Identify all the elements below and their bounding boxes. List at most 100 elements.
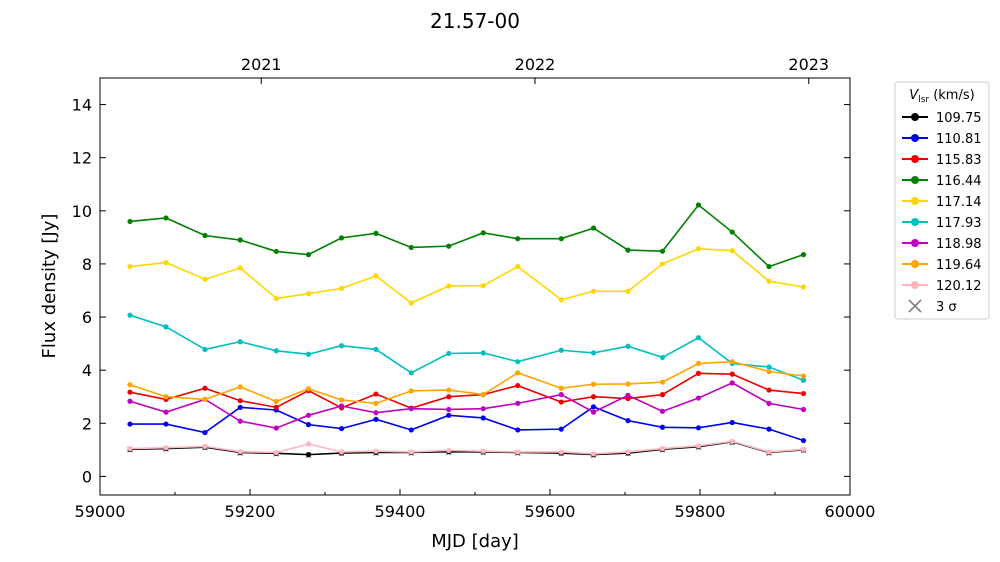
series-110.81 — [127, 404, 807, 444]
series-line — [130, 405, 804, 442]
x-tick-label: 59200 — [225, 502, 276, 521]
legend-label: 110.81 — [936, 132, 982, 147]
y-tick-label: 10 — [72, 202, 92, 221]
series-120.12 — [127, 438, 807, 457]
data-point — [515, 382, 521, 389]
y-tick-label: 4 — [82, 361, 92, 380]
series-line — [129, 247, 804, 304]
data-point — [729, 359, 735, 365]
data-point — [515, 263, 521, 270]
data-point — [305, 252, 312, 258]
data-point — [766, 263, 772, 270]
data-point — [127, 445, 133, 452]
data-point — [659, 379, 666, 385]
data-point — [273, 348, 279, 354]
data-point — [127, 398, 133, 404]
data-point — [558, 297, 564, 303]
legend-marker-117.14 — [911, 197, 919, 205]
data-point — [273, 295, 279, 302]
data-point — [695, 360, 702, 367]
data-point — [446, 412, 452, 418]
legend-title-unit: (km/s) — [929, 88, 975, 103]
data-point — [515, 359, 521, 365]
data-point — [659, 424, 666, 430]
data-point — [305, 422, 312, 428]
data-point — [695, 335, 702, 341]
data-point — [800, 252, 807, 258]
y-tick-label: 6 — [82, 308, 92, 327]
data-point — [305, 412, 312, 418]
data-point — [800, 446, 807, 452]
data-point — [515, 427, 521, 433]
series-line — [129, 360, 804, 405]
data-point — [237, 384, 243, 390]
series-118.98 — [127, 380, 807, 431]
legend-label: 118.98 — [936, 237, 982, 252]
data-point — [659, 392, 666, 398]
data-point — [480, 406, 486, 412]
data-point — [408, 300, 414, 306]
data-point — [800, 377, 807, 383]
data-point — [480, 448, 486, 454]
legend-marker-120.12 — [911, 281, 919, 289]
series-line — [129, 372, 804, 409]
data-point — [237, 237, 243, 243]
data-point — [237, 449, 243, 455]
data-point — [590, 381, 597, 387]
data-point — [305, 386, 312, 392]
y-tick-label: 12 — [72, 149, 92, 168]
data-point — [202, 396, 208, 402]
data-point — [766, 400, 772, 406]
legend-label: 3 σ — [936, 300, 957, 315]
data-point — [408, 427, 414, 433]
data-point — [515, 370, 521, 376]
data-point — [590, 404, 597, 410]
series-line — [129, 382, 804, 429]
data-point — [729, 371, 735, 377]
data-point — [446, 387, 452, 393]
data-point — [729, 229, 735, 235]
legend-title-sub: lsr — [918, 95, 929, 105]
legend-items: 109.75 110.81 115.83 116.44 117.14 117.93 118.… — [902, 111, 982, 315]
data-point — [163, 409, 169, 415]
x-tick-label: 60000 — [825, 502, 876, 521]
data-point — [515, 400, 521, 406]
data-point — [202, 443, 208, 449]
data-point — [695, 202, 702, 208]
legend-marker-115.83 — [911, 155, 919, 163]
data-point — [338, 403, 345, 409]
data-point — [373, 448, 379, 454]
data-point — [338, 425, 345, 432]
data-point — [273, 404, 279, 410]
legend-title: Vlsr (km/s) — [909, 88, 974, 105]
y-tick-label: 14 — [72, 96, 92, 115]
data-point — [480, 230, 486, 236]
data-point — [625, 449, 631, 455]
data-point — [338, 449, 345, 455]
legend-marker-117.93 — [911, 218, 919, 226]
x-tick-label: 59000 — [75, 502, 126, 521]
data-point — [127, 312, 133, 318]
data-point — [659, 248, 666, 254]
series-line — [129, 314, 804, 382]
series-116.44 — [127, 202, 807, 270]
data-point — [163, 215, 169, 221]
data-point — [800, 390, 807, 397]
data-point — [373, 230, 379, 236]
data-point — [408, 449, 414, 455]
data-point — [163, 445, 169, 451]
legend-label: 117.14 — [936, 195, 982, 210]
data-point — [446, 283, 452, 289]
data-point — [373, 346, 379, 353]
data-point — [446, 447, 452, 453]
y-axis-title: Flux density [Jy] — [39, 214, 60, 359]
data-point — [163, 421, 169, 427]
data-point — [625, 381, 631, 387]
legend-marker-109.75 — [911, 113, 919, 121]
data-point — [695, 246, 702, 252]
data-point — [338, 235, 345, 241]
data-point — [373, 410, 379, 416]
data-point — [202, 232, 208, 239]
data-point — [590, 350, 597, 356]
data-point — [373, 391, 379, 397]
